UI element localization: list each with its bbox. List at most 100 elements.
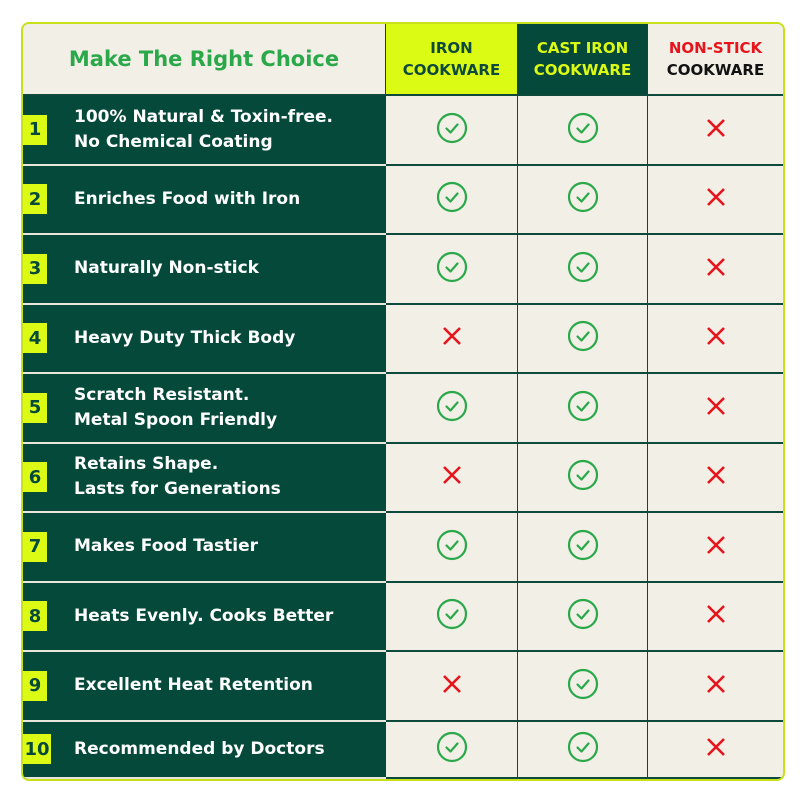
cross-icon [436, 459, 468, 495]
value-cell [518, 513, 648, 583]
cross-icon [700, 251, 732, 287]
value-cell [386, 165, 518, 235]
row-number: 2 [23, 184, 47, 215]
value-cell [648, 444, 783, 513]
value-cell [386, 513, 518, 583]
row-number: 3 [23, 253, 47, 284]
header-line: COOKWARE [402, 61, 501, 79]
feature-label: Retains Shape. Lasts for Generations [74, 454, 281, 500]
row-number: 1 [23, 114, 47, 145]
value-cell [648, 722, 783, 779]
value-cell [648, 583, 783, 652]
feature-label: Enriches Food with Iron [74, 188, 301, 209]
check-circle-icon [567, 320, 599, 356]
value-cell [648, 166, 783, 235]
feature-cell: 3 Naturally Non-stick [23, 235, 386, 305]
table-title: Make The Right Choice [23, 24, 386, 96]
cross-icon [700, 112, 732, 148]
row-number: 6 [23, 462, 47, 493]
check-circle-icon [567, 668, 599, 704]
value-cell [518, 165, 648, 235]
row-number: 7 [23, 531, 47, 562]
check-circle-icon [567, 390, 599, 426]
value-cell [518, 582, 648, 652]
check-circle-icon [567, 598, 599, 634]
cross-icon [700, 731, 732, 767]
row-number: 10 [23, 734, 51, 765]
check-circle-icon [567, 459, 599, 495]
value-cell [386, 374, 518, 444]
cross-icon [436, 320, 468, 356]
header-line: COOKWARE [533, 61, 632, 79]
row-number: 4 [23, 323, 47, 354]
check-circle-icon [436, 529, 468, 565]
cross-icon [700, 459, 732, 495]
cross-icon [700, 668, 732, 704]
value-cell [648, 96, 783, 166]
check-circle-icon [567, 112, 599, 148]
cross-icon [700, 390, 732, 426]
feature-label: Heavy Duty Thick Body [74, 327, 296, 348]
feature-cell: 10 Recommended by Doctors [23, 721, 386, 779]
value-cell [518, 96, 648, 166]
feature-label: Recommended by Doctors [74, 738, 325, 759]
value-cell [648, 374, 783, 444]
header-line: CAST IRON [536, 39, 629, 57]
cross-icon [700, 320, 732, 356]
row-number: 9 [23, 670, 47, 701]
value-cell [386, 582, 518, 652]
feature-label: Makes Food Tastier [74, 536, 259, 557]
value-cell [518, 304, 648, 374]
value-cell [386, 443, 518, 513]
row-number: 5 [23, 392, 47, 423]
check-circle-icon [436, 598, 468, 634]
value-cell [648, 235, 783, 305]
feature-cell: 2 Enriches Food with Iron [23, 165, 386, 235]
feature-label: Excellent Heat Retention [74, 675, 313, 696]
feature-label: Scratch Resistant. Metal Spoon Friendly [74, 384, 278, 430]
check-circle-icon [436, 251, 468, 287]
check-circle-icon [567, 251, 599, 287]
value-cell [648, 305, 783, 374]
cross-icon [700, 598, 732, 634]
column-header-iron: IRON COOKWARE [386, 24, 518, 96]
value-cell [386, 652, 518, 722]
feature-cell: 6 Retains Shape. Lasts for Generations [23, 443, 386, 513]
feature-cell: 8 Heats Evenly. Cooks Better [23, 582, 386, 652]
cross-icon [700, 181, 732, 217]
value-cell [518, 374, 648, 444]
column-header-non-stick: NON-STICK COOKWARE [648, 24, 783, 96]
value-cell [518, 443, 648, 513]
check-circle-icon [436, 731, 468, 767]
column-header-cast-iron: CAST IRON COOKWARE [518, 24, 648, 96]
check-circle-icon [436, 112, 468, 148]
header-line: COOKWARE [666, 61, 765, 79]
feature-cell: 5 Scratch Resistant. Metal Spoon Friendly [23, 374, 386, 444]
feature-label: 100% Natural & Toxin-free. No Chemical C… [74, 106, 333, 152]
header-line: NON-STICK [668, 39, 763, 57]
check-circle-icon [436, 181, 468, 217]
value-cell [648, 652, 783, 722]
feature-cell: 7 Makes Food Tastier [23, 513, 386, 583]
value-cell [518, 235, 648, 305]
feature-cell: 1 100% Natural & Toxin-free. No Chemical … [23, 96, 386, 166]
value-cell [648, 513, 783, 583]
feature-cell: 4 Heavy Duty Thick Body [23, 304, 386, 374]
value-cell [386, 235, 518, 305]
value-cell [386, 96, 518, 166]
check-circle-icon [567, 529, 599, 565]
value-cell [518, 721, 648, 779]
cross-icon [436, 668, 468, 704]
row-number: 8 [23, 601, 47, 632]
value-cell [386, 304, 518, 374]
value-cell [518, 652, 648, 722]
check-circle-icon [436, 390, 468, 426]
header-line: IRON [430, 39, 473, 57]
check-circle-icon [567, 181, 599, 217]
feature-label: Heats Evenly. Cooks Better [74, 605, 334, 626]
feature-cell: 9 Excellent Heat Retention [23, 652, 386, 722]
check-circle-icon [567, 731, 599, 767]
value-cell [386, 721, 518, 779]
comparison-table: Make The Right Choice IRON COOKWARE CAST … [21, 22, 785, 781]
feature-label: Naturally Non-stick [74, 258, 259, 279]
